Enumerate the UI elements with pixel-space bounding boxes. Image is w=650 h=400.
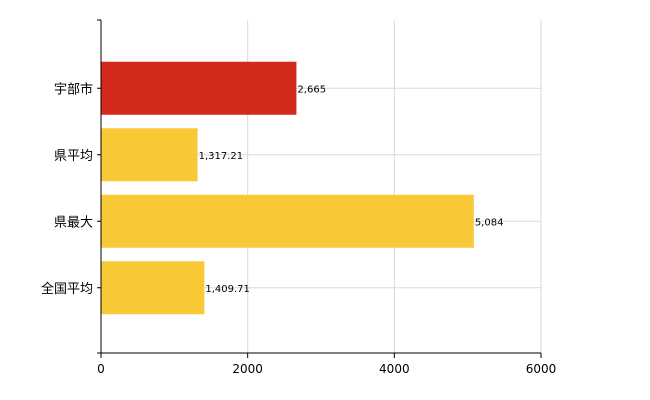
data-label-1: 1,317.21 [199, 151, 244, 162]
bars [101, 61, 474, 315]
x-tick-label-3: 6000 [526, 362, 557, 376]
data-label-3: 1,409.71 [205, 284, 250, 295]
bar-1 [101, 128, 198, 182]
axes [100, 20, 541, 354]
bar-0 [101, 61, 297, 115]
labels: 宇部市 2,665 県平均 1,317.21 県最大 5,084 全国平均 1,409.71 0… [41, 19, 557, 376]
category-label-2: 県最大 [54, 215, 93, 230]
data-label-2: 5,084 [475, 217, 504, 228]
category-label-0: 宇部市 [54, 81, 93, 97]
bar-3 [101, 261, 205, 315]
x-tick-label-1: 2000 [232, 362, 263, 376]
x-tick-label-0: 0 [97, 362, 105, 376]
x-tick-label-2: 4000 [379, 362, 410, 376]
category-label-3: 全国平均 [41, 281, 93, 297]
data-label-0: 2,665 [297, 84, 326, 95]
category-label-1: 県平均 [54, 149, 93, 164]
bar-2 [101, 194, 474, 248]
